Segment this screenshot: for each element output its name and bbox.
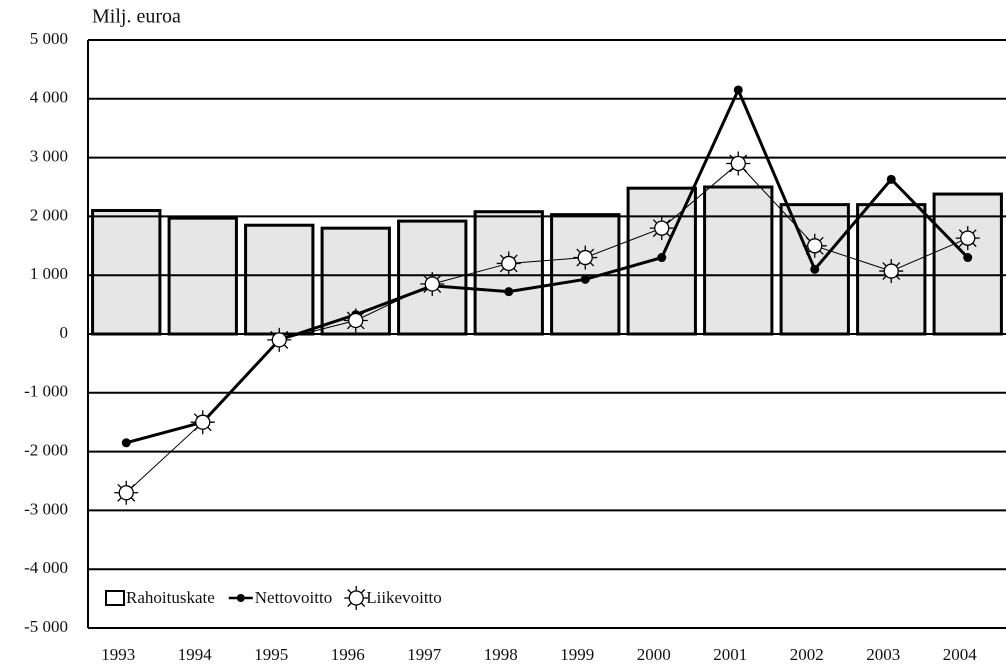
point: [348, 312, 364, 329]
bar: [244, 223, 315, 336]
point: [883, 263, 899, 279]
point: [886, 174, 896, 184]
x-tick-label: 2003: [866, 645, 900, 664]
x-tick-label: 1995: [254, 645, 288, 664]
point: [810, 264, 820, 274]
point: [654, 220, 670, 236]
legend-swatch: [348, 590, 364, 606]
y-tick-label: 0: [60, 323, 69, 342]
line: [125, 162, 968, 494]
y-tick-label: 4 000: [30, 88, 68, 107]
y-tick-label: -3 000: [24, 499, 68, 518]
bar: [856, 203, 927, 336]
y-tick-label: 2 000: [30, 205, 68, 224]
y-tick-label: -4 000: [24, 558, 68, 577]
point: [960, 230, 976, 246]
point: [730, 155, 746, 172]
y-tick-label: -1 000: [24, 382, 68, 401]
legend-swatch: [105, 590, 125, 606]
legend-swatch: [236, 594, 245, 602]
point: [424, 276, 440, 292]
legend-label: Liikevoitto: [366, 588, 442, 607]
y-tick-label: -5 000: [24, 617, 68, 636]
y-tick-label: -2 000: [24, 441, 68, 460]
x-tick-label: 2002: [790, 645, 824, 664]
y-axis-label: Milj. euroa: [92, 6, 181, 28]
legend-label: Rahoituskate: [126, 588, 215, 607]
y-tick-label: 5 000: [30, 29, 68, 48]
x-tick-label: 2000: [637, 645, 671, 664]
point: [733, 85, 743, 95]
point: [577, 249, 593, 266]
bar: [703, 185, 774, 336]
point: [963, 253, 973, 263]
point: [504, 287, 514, 297]
x-tick-label: 1997: [407, 645, 442, 664]
x-tick-label: 1996: [331, 645, 365, 664]
y-tick-label: 3 000: [30, 147, 68, 166]
x-tick-label: 1994: [178, 645, 213, 664]
point: [195, 414, 211, 430]
point: [501, 255, 517, 272]
x-tick-label: 1998: [484, 645, 518, 664]
bar: [91, 209, 162, 336]
x-tick-label: 1999: [560, 645, 594, 664]
point: [118, 485, 134, 501]
bar: [932, 192, 1003, 336]
x-tick-label: 2004: [943, 645, 978, 664]
y-tick-label: 1 000: [30, 264, 68, 283]
point: [657, 253, 667, 263]
point: [580, 274, 590, 284]
point: [121, 438, 131, 448]
x-tick-label: 2001: [713, 645, 747, 664]
point: [271, 332, 287, 348]
x-tick-label: 1993: [101, 645, 135, 664]
point: [807, 238, 823, 254]
legend-label: Nettovoitto: [255, 588, 332, 607]
